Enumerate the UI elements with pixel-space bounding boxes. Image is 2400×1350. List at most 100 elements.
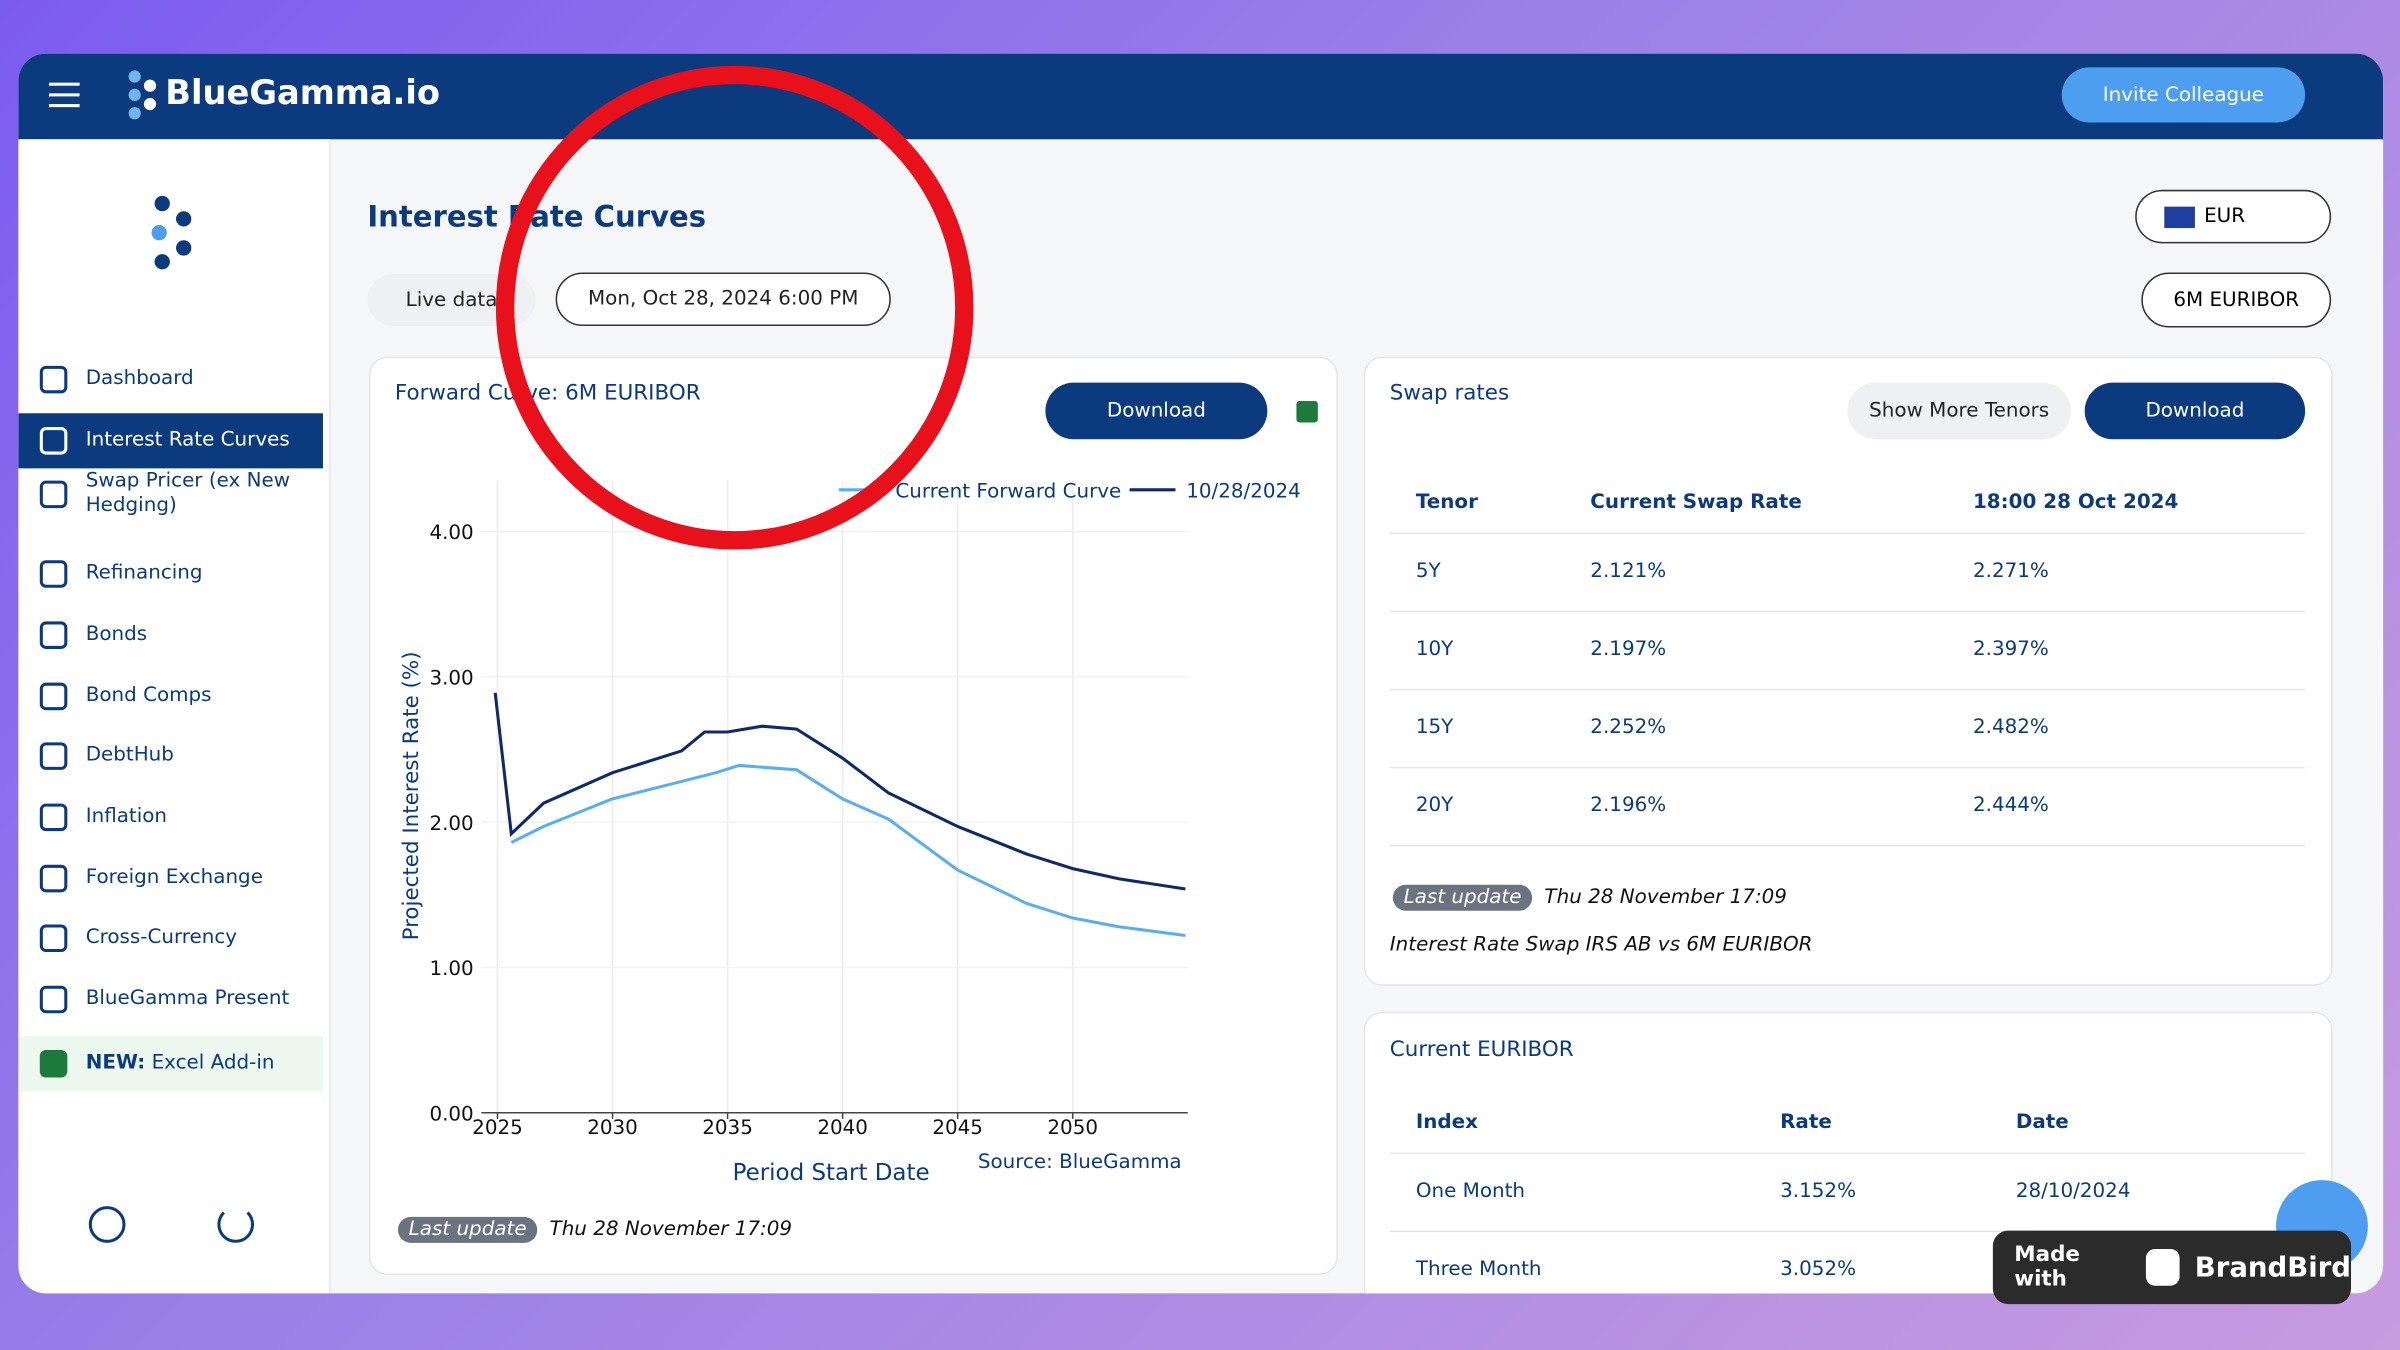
table-rule [1389, 1230, 2306, 1233]
table-cell: 2.397% [1972, 638, 2049, 662]
nav-icon [39, 365, 68, 394]
table-cell: 2.482% [1972, 716, 2049, 740]
source: Source: BlueGamma [978, 1150, 1182, 1173]
nav-icon [39, 480, 68, 509]
y-tick-label: 1.00 [429, 957, 473, 980]
y-tick-label: 2.00 [429, 812, 473, 835]
table-cell: 15Y [1415, 716, 1454, 740]
menu-button[interactable] [48, 82, 80, 108]
nav-icon [39, 621, 68, 649]
table-cell: 28/10/2024 [2015, 1180, 2131, 1204]
last-update-time: Thu 28 November 17:09 [549, 1218, 793, 1242]
table-cell: 2.121% [1590, 560, 1667, 584]
table-cell: 20Y [1415, 794, 1454, 818]
table-header: 18:00 28 Oct 2024 [1972, 491, 2179, 515]
date-label: Mon, Oct 28, 2024 6:00 PM [587, 287, 859, 311]
last-update: Last update Thu 28 November 17:09 [397, 1216, 793, 1243]
badge-made: Made with [2014, 1242, 2080, 1292]
nav-icon [39, 924, 68, 953]
last-update: Last update Thu 28 November 17:09 [1392, 884, 1787, 911]
nav-item[interactable]: Foreign Exchange [18, 851, 323, 906]
logout-button[interactable] [217, 1206, 255, 1243]
x-tick-label: 2025 [472, 1116, 523, 1139]
x-tick-label: 2040 [817, 1116, 868, 1139]
nav-label: Swap Pricer (ex New Hedging) [85, 469, 290, 518]
nav-item[interactable]: Dashboard [18, 352, 323, 407]
badge-brand: BrandBird [2194, 1251, 2352, 1284]
table-header: Current Swap Rate [1590, 491, 1802, 515]
nav-label: DebtHub [85, 743, 174, 767]
index-select[interactable]: 6M EURIBOR [2141, 272, 2332, 328]
nav-item[interactable]: Refinancing [18, 546, 323, 601]
legend-label: Current Forward Curve [895, 479, 1121, 502]
x-tick-label: 2035 [702, 1116, 753, 1139]
brandbird-badge: Made with BrandBird [1992, 1230, 2352, 1305]
more-tenors-button[interactable]: Show More Tenors [1847, 382, 2071, 440]
swap-card: Swap rates Show More Tenors Download Ten… [1363, 356, 2333, 986]
nav-icon [39, 985, 68, 1014]
nav-item[interactable]: Inflation [18, 790, 323, 845]
y-tick-label: 4.00 [429, 521, 473, 544]
download-button[interactable]: Download [2084, 382, 2306, 440]
nav-label: Bond Comps [85, 684, 212, 708]
nav-label: BlueGamma Present [85, 987, 290, 1011]
last-update-pill: Last update [1392, 884, 1533, 911]
nav-label: Inflation [85, 805, 168, 829]
swap-note: Interest Rate Swap IRS AB vs 6M EURIBOR [1389, 933, 1813, 957]
nav-item[interactable]: NEW: Excel Add-in [18, 1036, 323, 1092]
table-cell: 2.197% [1590, 638, 1667, 662]
nav-item[interactable]: DebtHub [18, 729, 323, 784]
nav-icon [39, 427, 68, 455]
series-line [510, 763, 1186, 937]
nav-icon [39, 560, 68, 588]
table-rule [1389, 844, 2306, 847]
table-header: Tenor [1415, 491, 1478, 515]
nav-item[interactable]: Cross-Currency [18, 911, 323, 966]
live-label: Live data [405, 288, 498, 312]
nav-icon [39, 682, 68, 711]
index-label: 6M EURIBOR [2173, 288, 2300, 312]
nav-item[interactable]: Bonds [18, 608, 323, 663]
card-title: Current EURIBOR [1389, 1037, 1574, 1063]
sidebar: Dashboard Interest Rate Curves Swap Pricer… [18, 139, 331, 1294]
last-update-pill: Last update [397, 1216, 538, 1243]
nav-label: Refinancing [85, 561, 203, 585]
table-cell: 3.152% [1780, 1180, 1856, 1204]
download-label: Download [2145, 399, 2245, 423]
nav-item[interactable]: Bond Comps [18, 669, 323, 724]
invite-button[interactable]: Invite Colleague [2061, 67, 2306, 123]
excel-icon[interactable] [1296, 401, 1318, 423]
x-tick-label: 2045 [932, 1116, 983, 1139]
y-axis-label: Projected Interest Rate (%) [399, 651, 424, 940]
nav-label: Bonds [85, 622, 148, 646]
nav-label: Foreign Exchange [85, 866, 263, 890]
table-cell: 5Y [1415, 560, 1441, 584]
table-header: Index [1415, 1111, 1478, 1135]
nav-item[interactable]: BlueGamma Present [18, 972, 323, 1027]
table-rule [1389, 610, 2306, 613]
legend-label: 10/28/2024 [1186, 479, 1301, 502]
table-cell: 2.196% [1590, 794, 1667, 818]
nav-item[interactable]: Interest Rate Curves [18, 413, 323, 469]
app-window: BlueGamma.io Invite Colleague Dashboard I… [18, 53, 2384, 1294]
help-button[interactable] [88, 1206, 126, 1243]
nav-icon [39, 864, 68, 893]
table-cell: 2.252% [1590, 716, 1667, 740]
nav-icon [39, 803, 68, 832]
currency-select[interactable]: EUR [2135, 189, 2332, 244]
table-cell: 2.271% [1972, 560, 2049, 584]
more-label: Show More Tenors [1869, 399, 2050, 423]
logo [128, 70, 157, 120]
download-button[interactable]: Download [1045, 382, 1268, 440]
last-update-time: Thu 28 November 17:09 [1544, 886, 1787, 910]
nav-icon [39, 742, 68, 770]
download-label: Download [1106, 399, 1206, 423]
y-tick-label: 3.00 [429, 666, 473, 689]
table-rule [1389, 688, 2306, 691]
y-tick-label: 0.00 [429, 1102, 473, 1125]
nav-item[interactable]: Swap Pricer (ex New Hedging) [18, 467, 323, 522]
table-cell: 3.052% [1780, 1258, 1856, 1282]
date-picker[interactable]: Mon, Oct 28, 2024 6:00 PM [555, 272, 891, 327]
